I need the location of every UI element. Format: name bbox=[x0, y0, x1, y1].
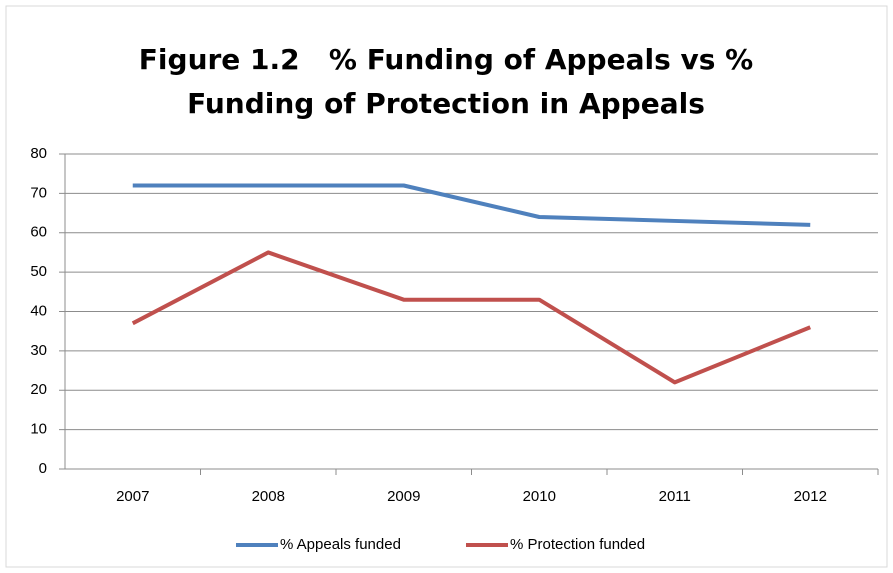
x-tick-label: 2011 bbox=[659, 488, 691, 505]
y-tick-label: 0 bbox=[39, 460, 47, 477]
series-line bbox=[131, 250, 812, 385]
x-tick-label: 2012 bbox=[794, 488, 827, 505]
legend-label: % Protection funded bbox=[510, 536, 645, 553]
x-tick-label: 2009 bbox=[387, 488, 420, 505]
y-tick-label: 10 bbox=[30, 421, 47, 438]
x-tick-label: 2007 bbox=[116, 488, 149, 505]
x-tick-label: 2010 bbox=[523, 488, 556, 505]
y-tick-label: 60 bbox=[30, 224, 47, 241]
y-tick-label: 70 bbox=[30, 184, 47, 201]
y-tick-label: 30 bbox=[30, 342, 47, 359]
chart-title: Figure 1.2 % Funding of Appeals vs % Fun… bbox=[138, 43, 754, 120]
x-tick-label: 2008 bbox=[252, 488, 285, 505]
series-line bbox=[132, 183, 811, 227]
y-tick-label: 40 bbox=[30, 302, 47, 319]
y-tick-label: 20 bbox=[30, 381, 47, 398]
y-tick-label: 80 bbox=[30, 145, 47, 162]
legend-label: % Appeals funded bbox=[280, 536, 401, 553]
chart-border bbox=[5, 5, 888, 568]
y-tick-label: 50 bbox=[30, 263, 47, 280]
